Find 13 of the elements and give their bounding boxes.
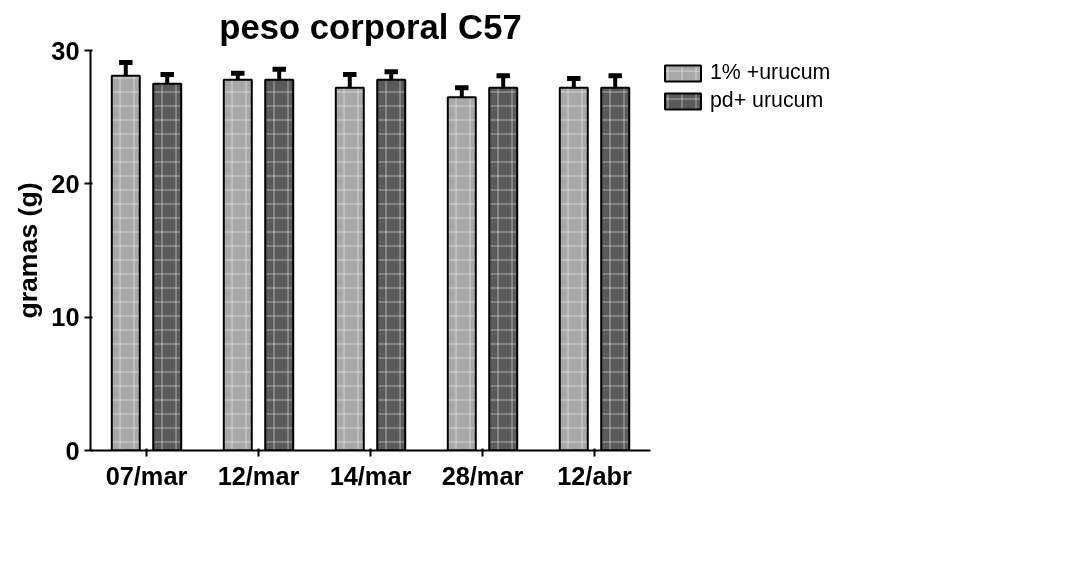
y-tick-label: 30 [51,36,80,65]
chart-title: peso corporal C57 [219,7,522,46]
y-tick-label: 0 [65,436,80,465]
x-tick-label: 07/mar [105,461,188,490]
x-tick-label: 14/mar [329,461,412,490]
x-tick-label: 12/abr [557,461,632,490]
x-tick-label: 28/mar [441,461,524,490]
y-tick-label: 10 [51,303,80,332]
y-axis-title: gramas (g) [13,182,44,319]
x-tick-label: 12/mar [217,461,300,490]
legend-label: 1% +urucum [710,60,831,85]
legend-label: pd+ urucum [710,88,824,113]
y-tick-label: 20 [51,169,80,198]
